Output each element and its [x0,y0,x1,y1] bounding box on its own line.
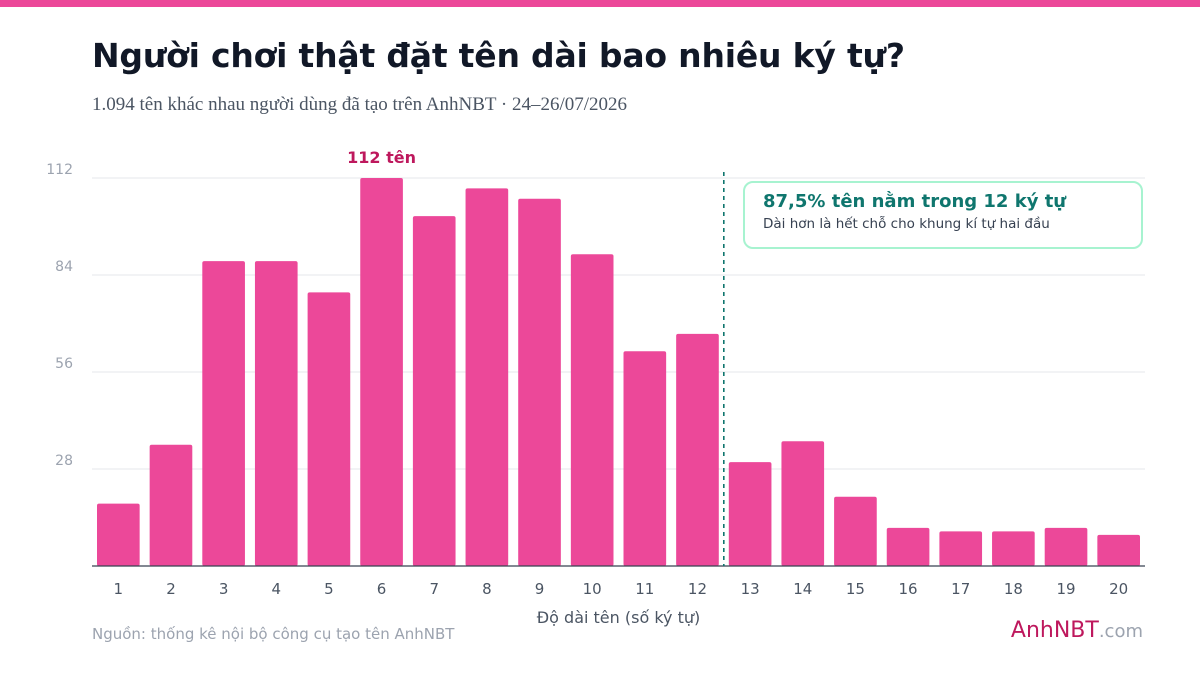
bar [570,254,614,566]
bar [149,444,193,566]
brand-logo[interactable]: AnhNBT.com [1011,618,1143,643]
y-tick-label: 28 [55,453,73,469]
annotation-title: 87,5% tên nằm trong 12 ký tự [763,191,1067,212]
page-title: Người chơi thật đặt tên dài bao nhiêu ký… [92,36,905,75]
x-axis-label: Độ dài tên (số ký tự) [537,608,700,627]
x-tick-label: 2 [166,580,176,598]
x-tick-label: 8 [482,580,492,598]
bar [992,531,1035,566]
x-tick-label: 10 [583,580,602,598]
peak-data-label: 112 tên [347,148,416,167]
bar [834,496,877,566]
bar [307,292,351,566]
bar [781,441,825,566]
bar [412,216,456,566]
source-note: Nguồn: thống kê nội bộ công cụ tạo tên A… [92,625,455,643]
bar [623,351,667,566]
x-tick-label: 18 [1004,580,1023,598]
x-tick-label: 16 [899,580,918,598]
top-accent-bar [0,0,1200,7]
bar [1044,527,1088,566]
y-tick-label: 84 [55,259,73,275]
page-subtitle: 1.094 tên khác nhau người dùng đã tạo tr… [92,94,628,115]
y-tick-label: 56 [55,356,73,372]
x-tick-label: 12 [688,580,707,598]
brand-name: AnhNBT [1010,618,1099,643]
x-tick-label: 1 [114,580,124,598]
bar [518,198,561,567]
x-tick-label: 17 [951,580,970,598]
x-tick-label: 4 [272,580,282,598]
bar [939,531,983,566]
x-tick-label: 7 [429,580,439,598]
x-tick-label: 14 [793,580,812,598]
x-tick-label: 6 [377,580,387,598]
bar [728,462,772,566]
bar [886,527,930,566]
x-tick-label: 15 [846,580,865,598]
bar [254,261,298,566]
x-tick-label: 5 [324,580,334,598]
annotation-box: 87,5% tên nằm trong 12 ký tự Dài hơn là … [743,181,1143,249]
x-tick-label: 19 [1056,580,1075,598]
bar [1097,534,1140,566]
x-tick-label: 13 [741,580,760,598]
x-tick-label: 3 [219,580,229,598]
x-tick-label: 11 [635,580,654,598]
bar [360,178,403,566]
brand-tld: .com [1098,621,1143,642]
x-tick-label: 9 [535,580,545,598]
x-tick-label: 20 [1109,580,1128,598]
bar [202,261,245,566]
annotation-note: Dài hơn là hết chỗ cho khung kí tự hai đ… [763,216,1050,232]
bar [465,188,509,566]
bar [97,503,140,566]
bar [676,333,719,566]
y-tick-label: 112 [46,162,73,178]
